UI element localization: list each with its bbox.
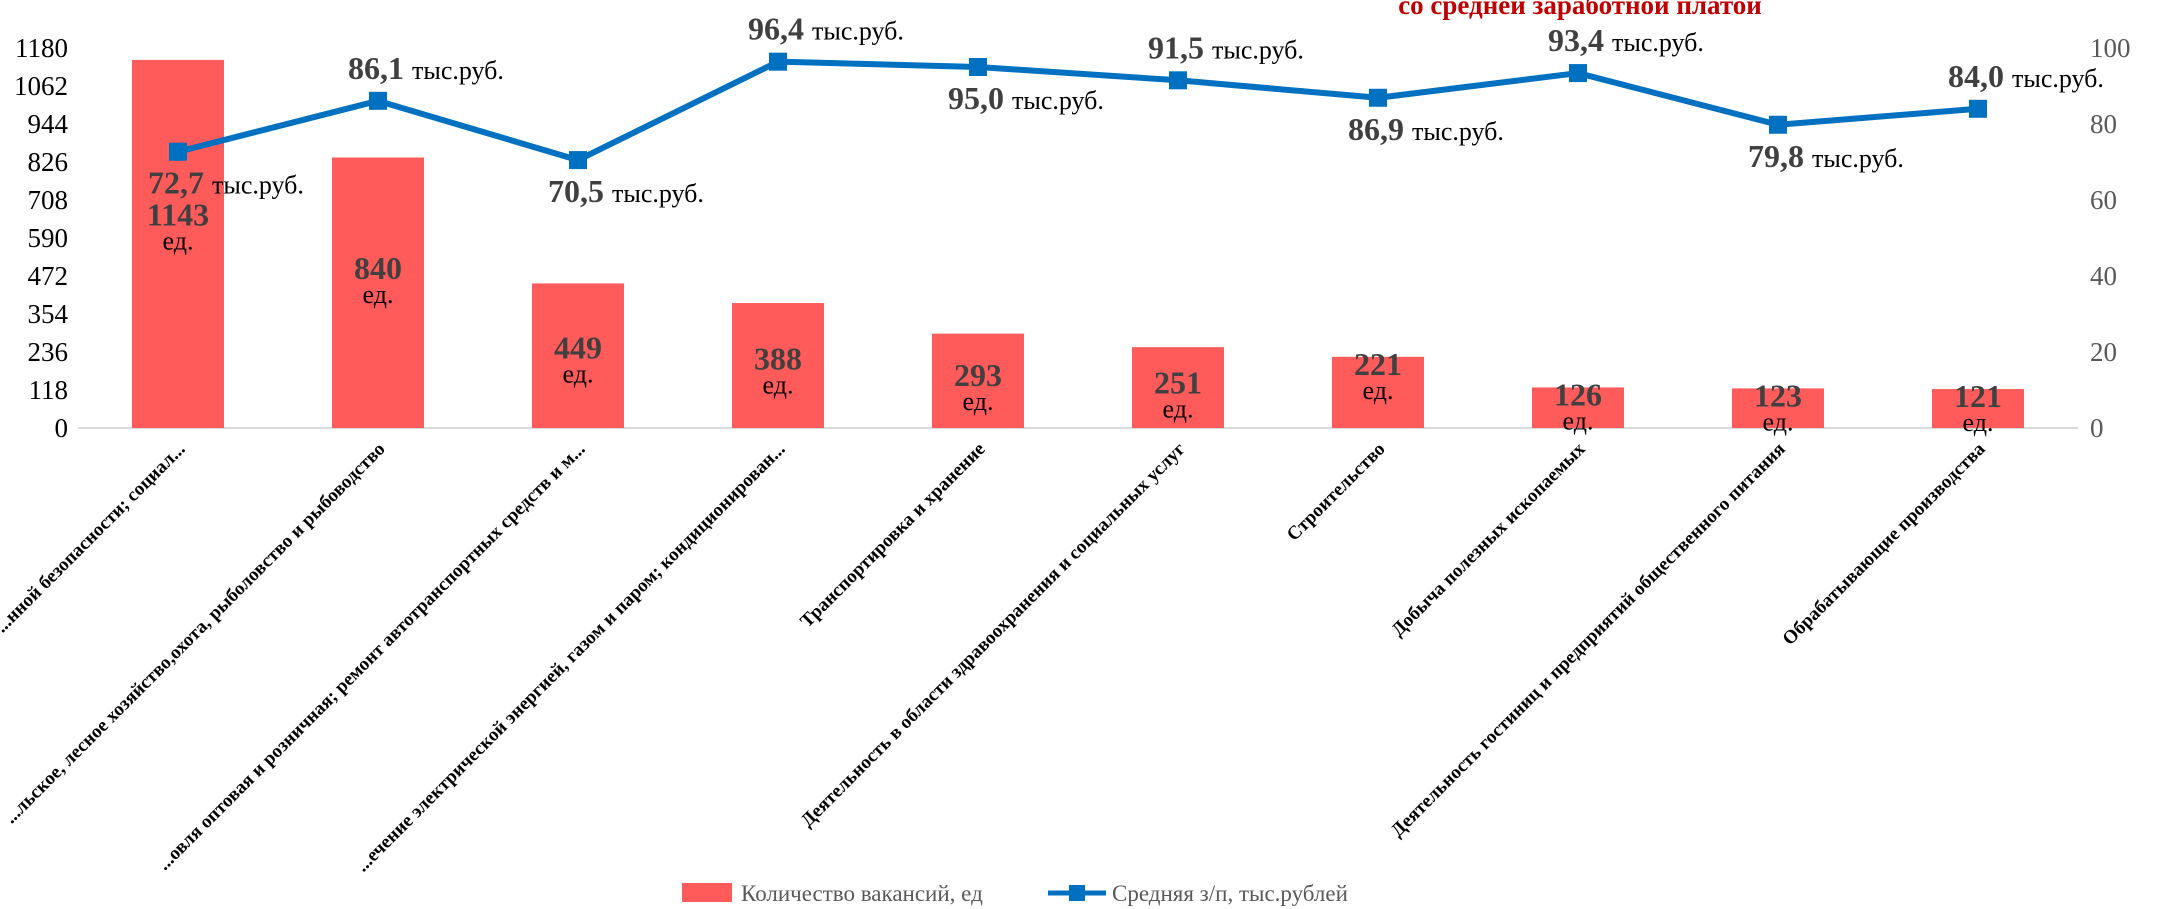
line-value-label: 95,0 тыс.руб.: [948, 80, 1104, 116]
category-label: Деятельность гостиниц и предприятий обще…: [1387, 439, 1790, 842]
bar-unit-label: ед.: [1563, 406, 1594, 435]
category-label: Строительство: [1283, 439, 1390, 546]
line-value-label: 91,5 тыс.руб.: [1148, 29, 1304, 65]
left-tick-label: 1180: [15, 33, 68, 63]
legend: Количество вакансий, ед Средняя з/п, тыс…: [682, 881, 1348, 906]
bar-unit-label: ед.: [563, 359, 594, 388]
line-marker: [769, 52, 787, 71]
line-value-label: 84,0 тыс.руб.: [1948, 58, 2104, 94]
category-labels: ...нной безопасности; социал......льское…: [0, 438, 1990, 876]
line-marker: [1969, 99, 1987, 118]
bar-unit-label: ед.: [763, 370, 794, 399]
bar-value-label: 126: [1554, 376, 1602, 412]
bar: [732, 303, 824, 428]
left-tick-label: 944: [28, 109, 69, 139]
bar-unit-label: ед.: [363, 280, 394, 309]
line-value-label: 70,5 тыс.руб.: [548, 173, 704, 209]
line-value-label: 72,7 тыс.руб.: [148, 165, 304, 201]
line-value-label: 86,9 тыс.руб.: [1348, 111, 1504, 147]
right-tick-label: 20: [2090, 337, 2117, 367]
legend-swatch-bar: [682, 883, 732, 902]
bar-unit-label: ед.: [963, 387, 994, 416]
line-value-label: 79,8 тыс.руб.: [1748, 138, 1904, 174]
right-tick-label: 40: [2090, 261, 2117, 291]
right-tick-label: 60: [2090, 185, 2117, 215]
bar: [132, 59, 224, 428]
left-tick-label: 236: [28, 337, 69, 367]
bar-value-label: 251: [1154, 365, 1202, 401]
left-tick-label: 1062: [14, 71, 68, 101]
category-label: Транспортировка и хранение: [796, 439, 989, 632]
line-value-label: 86,1 тыс.руб.: [348, 50, 504, 86]
bar: [1532, 387, 1624, 428]
bar-value-label: 388: [754, 340, 802, 376]
bar-series: [132, 59, 2024, 429]
bar-value-label: 293: [954, 357, 1002, 393]
salary-line: [177, 58, 1979, 164]
category-label: Деятельность в области здравоохранения и…: [797, 438, 1190, 831]
line-data-labels: 72,7 тыс.руб. 86,1 тыс.руб. 70,5 тыс.руб. 96,4…: [148, 11, 2104, 209]
left-tick-label: 590: [28, 223, 69, 253]
bar-unit-label: ед.: [1763, 407, 1794, 436]
right-tick-label: 80: [2090, 109, 2117, 139]
right-axis-ticks: 0 20 40 60 80 100: [2090, 33, 2131, 443]
bar-value-label: 121: [1954, 378, 2002, 414]
line-marker: [169, 142, 187, 161]
bar: [1932, 389, 2024, 428]
left-tick-label: 708: [28, 185, 69, 215]
bar-value-label: 1143: [147, 197, 209, 233]
bar-unit-label: ед.: [1963, 408, 1994, 437]
line-marker: [1369, 88, 1387, 107]
bar-unit-label: ед.: [1363, 376, 1394, 405]
bar: [332, 157, 424, 429]
bar-unit-label: ед.: [1163, 395, 1194, 424]
category-label: Добыча полезных ископаемых: [1388, 438, 1590, 640]
left-tick-label: 354: [28, 299, 69, 329]
left-tick-label: 118: [29, 375, 69, 405]
left-axis-ticks: 0 118 236 354 472 590 708 826 944 1062 1180: [14, 33, 69, 443]
legend-marker-square: [1069, 885, 1085, 901]
right-tick-label: 0: [2090, 413, 2104, 443]
bar: [1132, 347, 1224, 428]
line-marker: [1769, 115, 1787, 134]
line-value-label: 93,4 тыс.руб.: [1548, 22, 1704, 58]
left-tick-label: 0: [55, 413, 69, 443]
chart-title: со средней заработной платой: [1398, 0, 1762, 20]
bar-value-label: 840: [354, 250, 402, 286]
line-marker: [1169, 71, 1187, 90]
bar-value-label: 123: [1754, 377, 1802, 413]
category-label: ...льское, лесное хозяйство,охота, рыбол…: [0, 439, 389, 828]
line-marker: [1569, 64, 1587, 83]
left-tick-label: 472: [28, 261, 69, 291]
right-tick-label: 100: [2090, 33, 2131, 63]
left-tick-label: 826: [28, 147, 69, 177]
legend-label-line: Средняя з/п, тыс.рублей: [1112, 881, 1348, 906]
bar-value-label: 449: [554, 329, 602, 365]
category-label: ...овля оптовая и розничная; ремонт авто…: [154, 439, 590, 875]
line-value-label: 96,4 тыс.руб.: [748, 11, 904, 47]
category-label: Обрабатывающие производства: [1779, 438, 1990, 649]
bar-value-label: 221: [1354, 346, 1402, 382]
bar: [532, 283, 624, 428]
bar: [1332, 356, 1424, 428]
category-label: ...нной безопасности; социал...: [0, 439, 190, 637]
bar: [1732, 388, 1824, 428]
line-marker: [969, 58, 987, 76]
bar: [932, 333, 1024, 428]
line-marker: [569, 151, 587, 170]
category-label: ...ечение электрической энергией, газом …: [352, 439, 789, 876]
bar-unit-label: ед.: [163, 227, 194, 256]
legend-label-bar: Количество вакансий, ед: [741, 881, 983, 906]
line-series: [169, 52, 1987, 170]
line-marker: [369, 91, 387, 110]
